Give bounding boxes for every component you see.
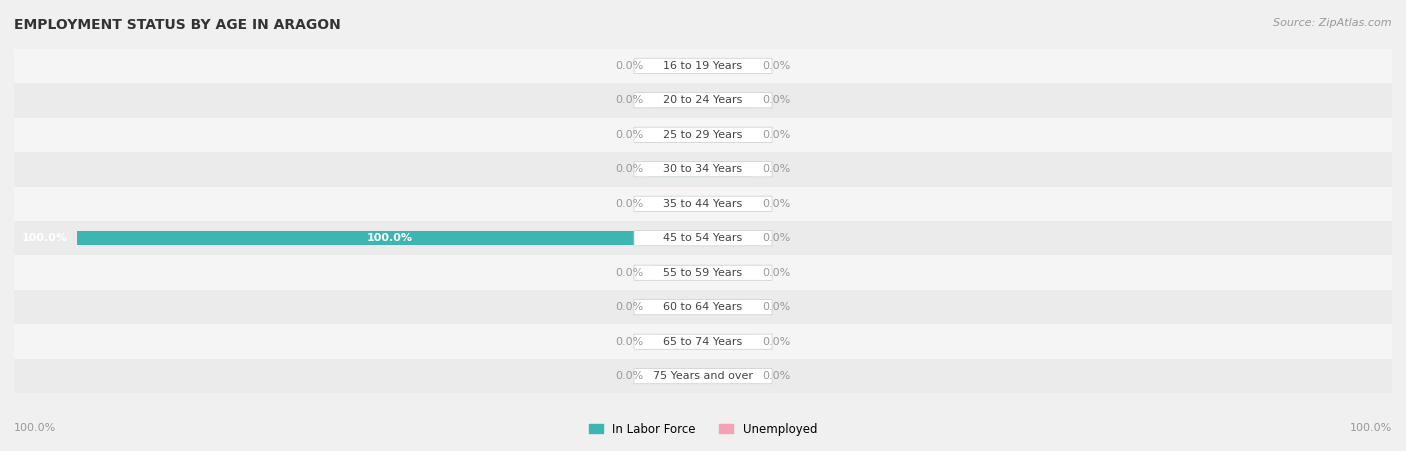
Text: 60 to 64 Years: 60 to 64 Years: [664, 302, 742, 312]
Bar: [703, 300, 754, 314]
FancyBboxPatch shape: [634, 368, 772, 384]
Text: 45 to 54 Years: 45 to 54 Years: [664, 233, 742, 243]
Bar: [14, 221, 1392, 255]
Text: 0.0%: 0.0%: [762, 337, 790, 347]
Text: 55 to 59 Years: 55 to 59 Years: [664, 268, 742, 278]
Text: 0.0%: 0.0%: [616, 61, 644, 71]
Bar: [703, 162, 754, 176]
Bar: [14, 324, 1392, 359]
FancyBboxPatch shape: [634, 58, 772, 74]
FancyBboxPatch shape: [634, 127, 772, 143]
FancyBboxPatch shape: [634, 196, 772, 212]
Bar: [652, 59, 703, 73]
Bar: [77, 231, 703, 245]
Text: 0.0%: 0.0%: [616, 268, 644, 278]
FancyBboxPatch shape: [634, 265, 772, 280]
Bar: [14, 187, 1392, 221]
FancyBboxPatch shape: [634, 93, 772, 108]
Bar: [703, 369, 754, 383]
Text: 0.0%: 0.0%: [762, 61, 790, 71]
Bar: [652, 93, 703, 107]
Bar: [14, 152, 1392, 187]
FancyBboxPatch shape: [634, 230, 772, 246]
FancyBboxPatch shape: [634, 162, 772, 177]
Bar: [652, 197, 703, 211]
Text: 75 Years and over: 75 Years and over: [652, 371, 754, 381]
Bar: [14, 83, 1392, 118]
Text: 30 to 34 Years: 30 to 34 Years: [664, 164, 742, 174]
Text: 0.0%: 0.0%: [616, 130, 644, 140]
Text: 0.0%: 0.0%: [616, 302, 644, 312]
Bar: [652, 162, 703, 176]
Text: 0.0%: 0.0%: [762, 164, 790, 174]
Bar: [14, 255, 1392, 290]
Text: 0.0%: 0.0%: [616, 164, 644, 174]
Bar: [703, 59, 754, 73]
Bar: [14, 359, 1392, 393]
Bar: [703, 93, 754, 107]
Text: Source: ZipAtlas.com: Source: ZipAtlas.com: [1274, 18, 1392, 28]
Bar: [652, 300, 703, 314]
Text: EMPLOYMENT STATUS BY AGE IN ARAGON: EMPLOYMENT STATUS BY AGE IN ARAGON: [14, 18, 340, 32]
Bar: [703, 335, 754, 349]
Bar: [14, 290, 1392, 324]
Legend: In Labor Force, Unemployed: In Labor Force, Unemployed: [583, 418, 823, 440]
Text: 0.0%: 0.0%: [762, 199, 790, 209]
Bar: [652, 369, 703, 383]
Bar: [703, 128, 754, 142]
Text: 0.0%: 0.0%: [616, 371, 644, 381]
Text: 0.0%: 0.0%: [762, 95, 790, 105]
Bar: [14, 118, 1392, 152]
Text: 100.0%: 100.0%: [1350, 423, 1392, 433]
Text: 0.0%: 0.0%: [762, 371, 790, 381]
Bar: [652, 335, 703, 349]
Bar: [652, 128, 703, 142]
Text: 65 to 74 Years: 65 to 74 Years: [664, 337, 742, 347]
Text: 0.0%: 0.0%: [616, 95, 644, 105]
Bar: [652, 266, 703, 280]
Text: 35 to 44 Years: 35 to 44 Years: [664, 199, 742, 209]
Text: 25 to 29 Years: 25 to 29 Years: [664, 130, 742, 140]
FancyBboxPatch shape: [634, 299, 772, 315]
Text: 0.0%: 0.0%: [616, 199, 644, 209]
Text: 0.0%: 0.0%: [762, 268, 790, 278]
Text: 20 to 24 Years: 20 to 24 Years: [664, 95, 742, 105]
Bar: [14, 49, 1392, 83]
Text: 100.0%: 100.0%: [14, 423, 56, 433]
Bar: [703, 197, 754, 211]
Text: 100.0%: 100.0%: [21, 233, 67, 243]
FancyBboxPatch shape: [634, 334, 772, 349]
Bar: [703, 266, 754, 280]
Text: 16 to 19 Years: 16 to 19 Years: [664, 61, 742, 71]
Text: 0.0%: 0.0%: [616, 337, 644, 347]
Text: 0.0%: 0.0%: [762, 130, 790, 140]
Text: 100.0%: 100.0%: [367, 233, 413, 243]
Text: 0.0%: 0.0%: [762, 233, 790, 243]
Text: 0.0%: 0.0%: [762, 302, 790, 312]
Bar: [703, 231, 754, 245]
